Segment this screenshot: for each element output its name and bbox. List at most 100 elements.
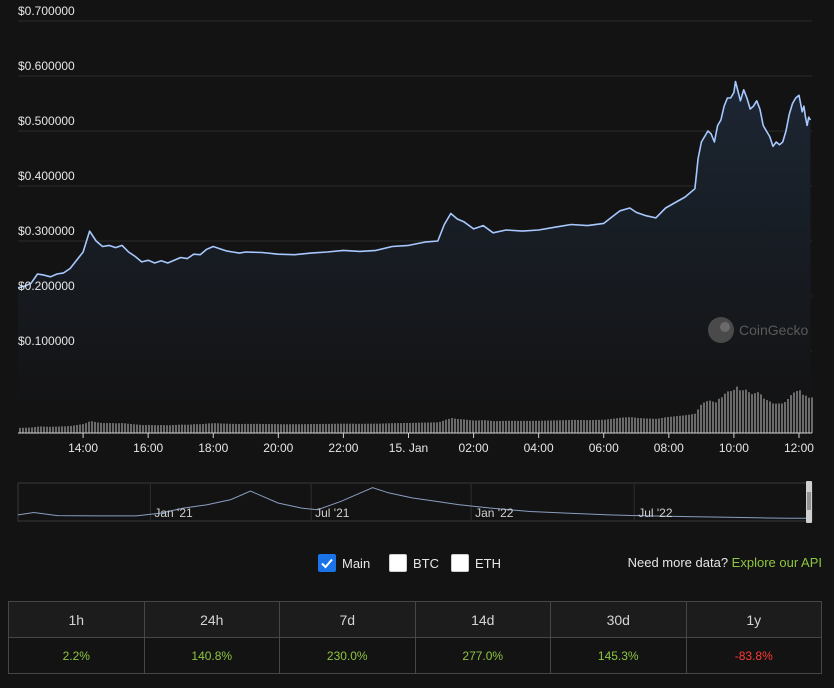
volume-bar [475,420,477,433]
volume-bar [685,415,687,433]
volume-bar [355,423,357,433]
x-tick-label: 12:00 [784,441,814,455]
volume-bar [412,422,414,433]
volume-bar [214,423,216,433]
x-tick-label: 02:00 [459,441,489,455]
volume-bar [103,423,105,433]
volume-bar [757,392,759,433]
volume-bar [451,418,453,433]
navigator[interactable]: Jan '21 Jul '21 Jan '22 Jul '22 [17,481,813,523]
volume-bar [448,418,450,433]
volume-bar [403,423,405,433]
volume-bar [724,393,726,433]
coingecko-watermark: CoinGecko [708,317,808,343]
change-1y: -83.8% [685,637,822,674]
volume-bar [118,423,120,433]
volume-bar [307,424,309,433]
volume-bar [241,424,243,433]
volume-bar [313,424,315,433]
volume-bar [706,401,708,433]
volume-bar [595,419,597,433]
x-tick-label: 06:00 [589,441,619,455]
volume-bar [289,424,291,433]
navigator-handle[interactable] [806,481,812,523]
change-30d: 145.3% [550,637,687,674]
volume-bar [376,423,378,433]
volume-bar [676,416,678,433]
volume-bar [166,425,168,433]
volume-bar [772,403,774,433]
volume-bar [40,426,42,433]
price-line [17,80,812,289]
volume-bar [259,423,261,433]
explore-api-link[interactable]: Explore our API [731,555,822,570]
volume-bar [733,389,735,433]
volume-bar [430,422,432,433]
volume-bar [712,401,714,433]
volume-bar [235,423,237,433]
volume-bar [520,420,522,433]
y-tick-label: $0.600000 [18,59,75,73]
volume-bar [613,418,615,433]
volume-bar [421,422,423,433]
volume-bar [250,423,252,433]
toggle-eth[interactable]: ETH [451,552,501,574]
btc-checkbox[interactable] [389,554,407,572]
volume-bar [226,423,228,433]
api-note-text: Need more data? [627,555,729,570]
volume-bar [514,420,516,433]
volume-bar [748,392,750,433]
volume-bar [697,409,699,433]
volume-bar [586,420,588,433]
volume-bar [262,424,264,433]
volume-bar [754,393,756,433]
volume-bar [415,422,417,433]
volume-bar [157,425,159,433]
api-note: Need more data? Explore our API [628,555,822,570]
volume-bar [46,426,48,433]
x-tick-label: 08:00 [654,441,684,455]
volume-bar [367,423,369,433]
volume-bar [718,398,720,433]
volume-bar [181,424,183,433]
volume-bar [667,417,669,433]
volume-bar [202,424,204,433]
volume-bar [127,423,129,433]
volume-bar [31,427,33,433]
volume-bar [253,423,255,433]
x-tick-label: 22:00 [328,441,358,455]
volume-bar [217,423,219,433]
eth-checkbox[interactable] [451,554,469,572]
volume-bar [343,423,345,433]
toggle-btc[interactable]: BTC [389,552,439,574]
y-tick-label: $0.300000 [18,224,75,238]
change-24h: 140.8% [143,637,280,674]
volume-bar [277,424,279,433]
volume-bar [634,417,636,433]
price-chart[interactable]: 14:00 16:00 18:00 20:00 22:00 15. Jan 02:00 04:… [0,0,834,540]
volume-bar [274,424,276,433]
volume-bar [238,424,240,433]
volume-bar [244,423,246,433]
x-tick-label: 04:00 [524,441,554,455]
volume-bar [529,420,531,433]
y-tick-label: $0.100000 [18,334,75,348]
volume-bar [442,420,444,433]
volume-bar [649,418,651,433]
volume-bar [352,423,354,433]
period-1y: 1y [685,601,822,638]
volume-bar [502,420,504,433]
volume-bar [220,423,222,433]
volume-bar [382,423,384,433]
volume-bar [763,398,765,433]
toggle-main[interactable]: Main [318,552,370,574]
period-14d: 14d [414,601,551,638]
volume-bar [742,390,744,433]
volume-bar [298,424,300,433]
volume-bar [232,423,234,433]
volume-bar [292,424,294,433]
volume-bar [454,418,456,433]
main-checkbox[interactable] [318,554,336,572]
volume-bar [439,421,441,433]
volume-bars [19,386,813,433]
